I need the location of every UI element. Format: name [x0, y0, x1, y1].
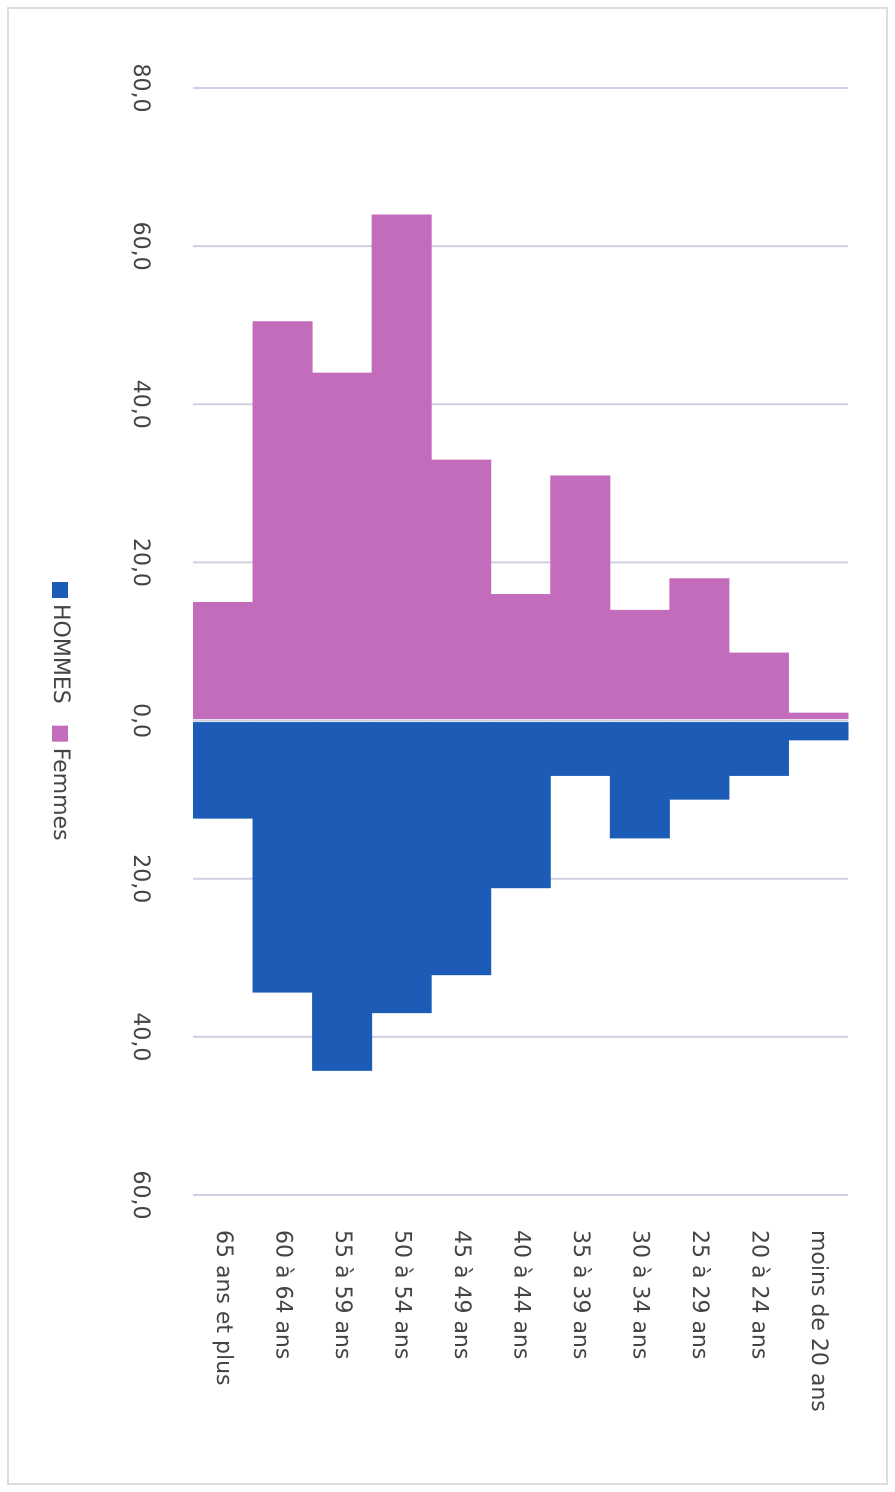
x-tick-label: 60 à 64 ans [270, 1230, 295, 1359]
bar [669, 722, 730, 800]
y-tick-label: 40,0 [128, 380, 153, 429]
legend-swatch [52, 725, 68, 742]
bar [609, 609, 670, 720]
bar [609, 722, 670, 839]
legend-swatch [52, 582, 68, 598]
bar [371, 214, 432, 720]
x-tick-label: 50 à 54 ans [389, 1230, 414, 1359]
x-tick-label: 20 à 24 ans [747, 1230, 772, 1359]
bar [431, 459, 492, 720]
y-tick-label: 20,0 [128, 854, 153, 903]
bar [788, 712, 849, 720]
bar [490, 722, 551, 889]
bar [312, 372, 373, 720]
bar [312, 722, 373, 1071]
bar [788, 722, 849, 741]
bar [550, 475, 611, 720]
legend-label: HOMMES [48, 604, 73, 704]
bar [550, 722, 611, 776]
x-tick-label: 35 à 39 ans [568, 1230, 593, 1359]
x-tick-label: 45 à 49 ans [449, 1230, 474, 1359]
bar [193, 601, 254, 720]
x-tick-label: moins de 20 ans [806, 1230, 831, 1412]
x-tick-label: 40 à 44 ans [509, 1230, 534, 1359]
y-tick-label: 40,0 [128, 1012, 153, 1061]
chart-frame [7, 7, 888, 1485]
x-tick-label: 30 à 34 ans [628, 1230, 653, 1359]
bar [252, 321, 313, 720]
bar [728, 652, 789, 720]
y-tick-label: 60,0 [128, 1171, 153, 1220]
legend-label: Femmes [48, 748, 73, 841]
y-tick-label: 60,0 [128, 222, 153, 271]
x-tick-label: 25 à 29 ans [687, 1230, 712, 1359]
bar [193, 722, 254, 819]
bar [431, 722, 492, 976]
x-tick-label: 65 ans et plus [211, 1230, 236, 1386]
bar [252, 722, 313, 993]
y-tick-label: 0,0 [128, 703, 153, 738]
bar [728, 722, 789, 776]
y-tick-label: 20,0 [128, 538, 153, 587]
bar [371, 722, 432, 1014]
x-tick-label: 55 à 59 ans [330, 1230, 355, 1359]
bar [669, 578, 730, 720]
bar [490, 594, 551, 720]
y-tick-label: 80,0 [128, 64, 153, 113]
